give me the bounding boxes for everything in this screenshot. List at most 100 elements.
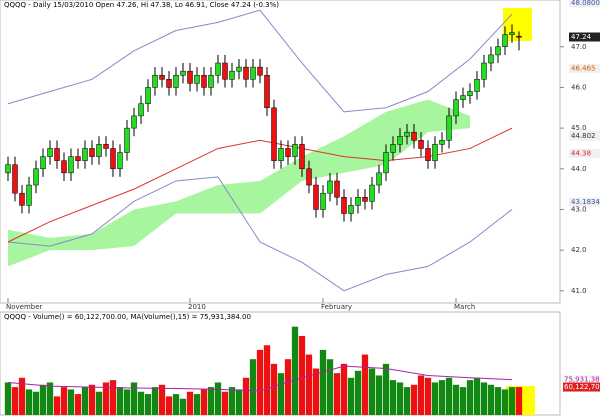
candle-body xyxy=(516,35,522,38)
price-label: 48.0800 xyxy=(571,0,600,7)
volume-bar xyxy=(347,377,355,415)
volume-bar xyxy=(214,382,222,415)
volume-label: 60,122,70 xyxy=(564,383,600,391)
candle-body xyxy=(243,66,249,80)
volume-bar xyxy=(158,384,166,415)
price-label: 44.802 xyxy=(571,132,596,140)
volume-bar xyxy=(102,382,110,415)
volume-bar xyxy=(144,394,152,415)
volume-bar xyxy=(389,380,397,415)
volume-bar xyxy=(207,387,215,415)
volume-bar xyxy=(18,377,26,415)
volume-bar xyxy=(368,368,376,415)
volume-ma xyxy=(7,365,513,392)
candle-body xyxy=(369,184,375,202)
y-tick-label: 47.0 xyxy=(571,43,587,51)
volume-bar xyxy=(60,387,68,415)
price-label: 43.1834 xyxy=(571,198,600,206)
candle-body xyxy=(439,140,445,145)
volume-bar xyxy=(487,384,495,415)
candle-body xyxy=(453,99,459,117)
volume-title: QQQQ - Volume() = 60,122,700.00, MA(Volu… xyxy=(4,313,251,321)
volume-bar xyxy=(221,391,229,415)
candle-body xyxy=(159,74,165,80)
candle-body xyxy=(208,74,214,88)
candle-body xyxy=(187,70,193,84)
candle-body xyxy=(502,34,508,48)
candle-body xyxy=(138,103,144,117)
volume-bar xyxy=(32,391,40,415)
candle-body xyxy=(166,79,172,88)
candle-body xyxy=(404,131,410,137)
volume-bar xyxy=(172,394,180,415)
cloud xyxy=(8,99,470,267)
volume-bar xyxy=(340,363,348,415)
x-tick-label: November xyxy=(6,303,43,311)
candle-body xyxy=(383,152,389,174)
volume-bar xyxy=(403,387,411,415)
y-tick-label: 42.0 xyxy=(571,246,587,254)
volume-bar xyxy=(473,377,481,415)
volume-bar xyxy=(74,394,82,415)
volume-bar xyxy=(39,384,47,415)
candle-body xyxy=(460,95,466,100)
price-panel xyxy=(0,0,561,304)
candle-body xyxy=(5,164,11,174)
volume-bar xyxy=(319,349,327,415)
volume-bar xyxy=(326,359,334,415)
candle-body xyxy=(180,70,186,76)
candle-body xyxy=(19,192,25,206)
candle-body xyxy=(306,168,312,186)
volume-bar xyxy=(417,375,425,415)
volume-bar xyxy=(263,345,271,415)
x-tick-label: 2010 xyxy=(188,303,206,311)
y-tick-label: 43.0 xyxy=(571,205,587,213)
price-label-box xyxy=(569,148,600,158)
candle-body xyxy=(110,148,116,170)
volume-bar xyxy=(354,370,362,415)
candle-body xyxy=(390,144,396,153)
candle-body xyxy=(355,197,361,206)
candle-body xyxy=(488,54,494,64)
candle-body xyxy=(75,156,81,161)
candle-body xyxy=(26,184,32,206)
price-label-box xyxy=(569,64,600,74)
volume-bar xyxy=(116,387,124,415)
candle-body xyxy=(341,197,347,214)
volume-bar xyxy=(466,380,474,415)
volume-bar xyxy=(11,387,19,415)
candle-body xyxy=(61,160,67,174)
volume-bar xyxy=(284,359,292,415)
volume-bar xyxy=(186,391,194,415)
candle-body xyxy=(467,91,473,96)
candle-body xyxy=(40,156,46,170)
candle-body xyxy=(68,156,74,174)
volume-label-box xyxy=(563,382,600,392)
volume-bar xyxy=(508,387,516,415)
candle-body xyxy=(124,127,130,153)
volume-bar xyxy=(501,389,509,415)
candle-body xyxy=(54,148,60,161)
candle-body xyxy=(495,46,501,56)
volume-bar xyxy=(193,394,201,415)
candle-body xyxy=(82,148,88,161)
highlight xyxy=(503,8,532,41)
y-tick-label: 41.0 xyxy=(571,287,587,295)
price-label: 47.24 xyxy=(571,33,592,41)
candle-body xyxy=(236,66,242,72)
chart-title: QQQQ - Daily 15/03/2010 Open 47.26, Hi 4… xyxy=(4,1,279,9)
y-tick-label: 44.0 xyxy=(571,165,587,173)
volume-bar xyxy=(438,380,446,415)
candle-body xyxy=(145,87,151,104)
candle-body xyxy=(362,197,368,202)
volume-bar xyxy=(200,389,208,415)
volume-bar xyxy=(137,391,145,415)
candle-body xyxy=(348,205,354,214)
volume-bar xyxy=(67,389,75,415)
candle-body xyxy=(201,74,207,88)
candle-body xyxy=(425,148,431,161)
candle-body xyxy=(12,164,18,194)
volume-bar xyxy=(228,387,236,415)
candle-body xyxy=(397,135,403,145)
